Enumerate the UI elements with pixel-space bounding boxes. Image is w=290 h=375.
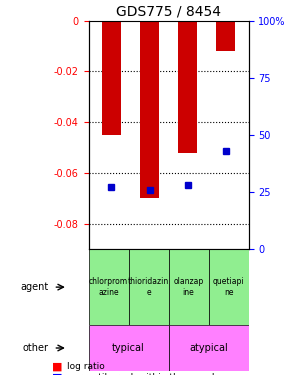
Text: quetiapi
ne: quetiapi ne [213,278,244,297]
FancyBboxPatch shape [89,249,128,325]
Bar [178,21,197,153]
Text: log ratio: log ratio [67,362,104,371]
FancyBboxPatch shape [128,249,168,325]
FancyBboxPatch shape [209,249,249,325]
Bar [140,21,159,198]
Text: agent: agent [20,282,49,292]
Text: percentile rank within the sample: percentile rank within the sample [67,374,220,375]
Text: typical: typical [112,343,145,353]
Text: chlorprom
azine: chlorprom azine [89,278,128,297]
Bar [216,21,235,51]
Text: ■: ■ [52,361,63,371]
Bar [102,21,121,135]
FancyBboxPatch shape [89,325,168,371]
Text: other: other [23,343,49,353]
Text: thioridazin
e: thioridazin e [128,278,169,297]
Text: ■: ■ [52,372,63,375]
Text: atypical: atypical [189,343,228,353]
Text: olanzap
ine: olanzap ine [173,278,204,297]
FancyBboxPatch shape [168,325,249,371]
Title: GDS775 / 8454: GDS775 / 8454 [116,4,221,18]
FancyBboxPatch shape [168,249,209,325]
